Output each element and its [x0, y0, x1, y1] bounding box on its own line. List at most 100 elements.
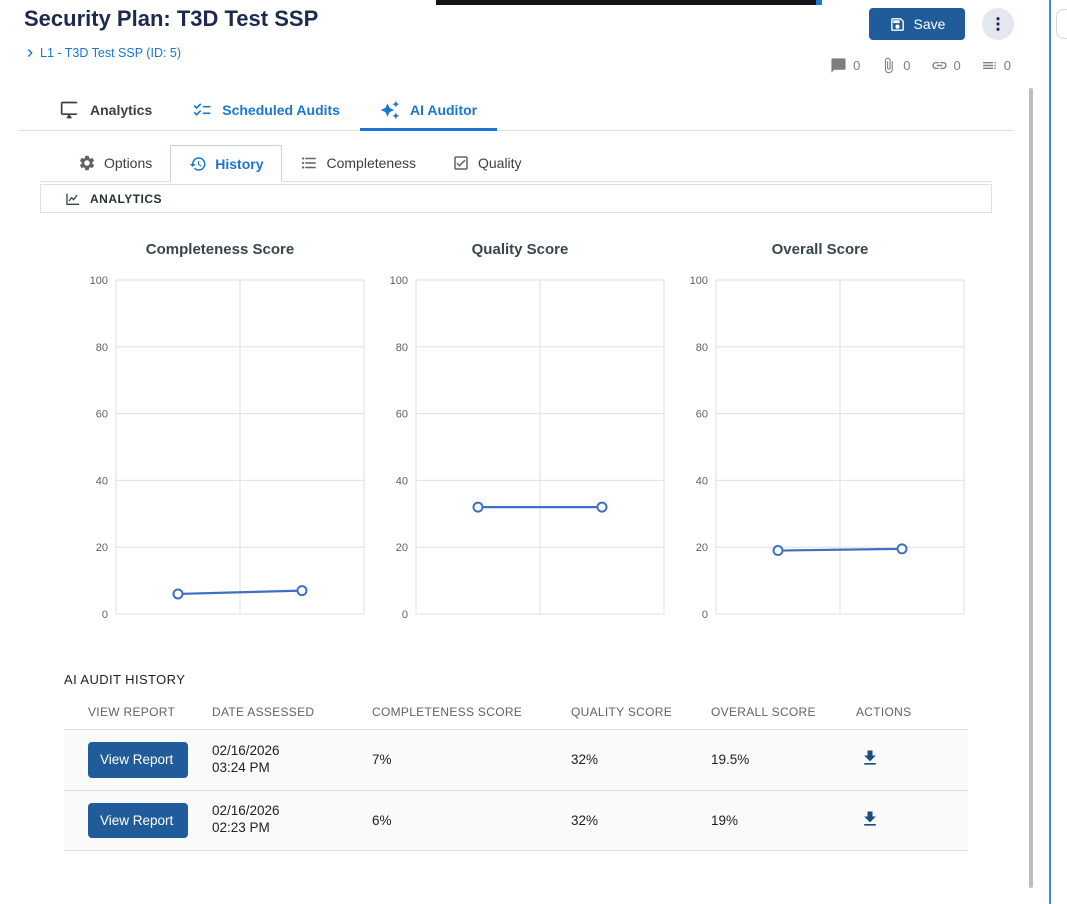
svg-text:20: 20: [696, 542, 708, 554]
right-edge-divider: [1049, 0, 1051, 904]
list-icon: [300, 154, 318, 172]
col-date-assessed: DATE ASSESSED: [212, 695, 372, 730]
completeness-score-cell: 6%: [372, 790, 571, 852]
comment-icon: [830, 57, 847, 74]
download-report-button[interactable]: [856, 744, 884, 775]
gear-icon: [78, 154, 96, 172]
tasks-counter[interactable]: 0: [981, 57, 1011, 74]
page-title: Security Plan: T3D Test SSP: [24, 6, 319, 31]
tab-history[interactable]: History: [170, 145, 283, 182]
top-black-bar: [436, 0, 816, 5]
svg-text:0: 0: [702, 609, 708, 621]
svg-text:40: 40: [96, 475, 108, 487]
link-icon: [931, 57, 948, 74]
sparkles-icon: [380, 100, 400, 120]
actions-cell: [856, 790, 968, 852]
comments-count: 0: [853, 58, 861, 73]
actions-cell: [856, 729, 968, 791]
date-assessed-cell: 02/16/2026 03:24 PM: [212, 729, 372, 791]
top-bar-accent: [816, 0, 822, 5]
date-value: 02/16/2026: [212, 803, 280, 819]
list-icon: [981, 57, 998, 74]
attachments-count: 0: [903, 58, 911, 73]
audit-history-section-label: AI AUDIT HISTORY: [64, 672, 186, 687]
time-value: 03:24 PM: [212, 759, 270, 775]
svg-text:100: 100: [690, 275, 708, 287]
vertical-scrollbar[interactable]: [1029, 88, 1033, 888]
svg-text:0: 0: [102, 609, 108, 621]
line-chart-icon: [65, 191, 81, 207]
right-panel-stub[interactable]: [1056, 9, 1067, 39]
tab-label: Scheduled Audits: [222, 101, 340, 118]
svg-text:60: 60: [96, 409, 108, 421]
secondary-tab-bar: Options History Completeness Quality: [40, 145, 992, 182]
col-quality-score: QUALITY SCORE: [571, 695, 711, 730]
save-icon: [889, 16, 906, 33]
chevron-right-icon: [22, 45, 38, 61]
col-view-report: VIEW REPORT: [64, 695, 212, 730]
attachment-icon: [880, 57, 897, 74]
charts-row: Completeness Score 0 20 40 60 80 100 Quality …: [40, 241, 992, 622]
history-icon: [189, 155, 207, 173]
date-value: 02/16/2026: [212, 742, 280, 758]
overall-score-cell: 19%: [711, 790, 856, 852]
tab-label: History: [215, 155, 264, 172]
chart-overall: Overall Score 0 20 40 60 80 100: [670, 241, 970, 622]
breadcrumb[interactable]: L1 - T3D Test SSP (ID: 5): [22, 45, 181, 61]
svg-text:40: 40: [696, 475, 708, 487]
table-row: View Report 02/16/2026 02:23 PM 6% 32% 1…: [64, 790, 968, 852]
more-options-button[interactable]: [982, 8, 1014, 40]
tab-quality[interactable]: Quality: [434, 145, 540, 181]
completeness-line-chart: 0 20 40 60 80 100: [70, 270, 370, 622]
meta-counters: 0 0 0 0: [830, 57, 1011, 74]
attachments-counter[interactable]: 0: [880, 57, 911, 74]
tab-options[interactable]: Options: [60, 145, 170, 181]
save-button[interactable]: Save: [869, 8, 965, 40]
svg-text:80: 80: [96, 342, 108, 354]
svg-text:100: 100: [390, 275, 408, 287]
chart-title: Quality Score: [471, 241, 569, 258]
quality-score-cell: 32%: [571, 729, 711, 791]
quality-line-chart: 0 20 40 60 80 100: [370, 270, 670, 622]
svg-text:80: 80: [396, 342, 408, 354]
svg-text:60: 60: [396, 409, 408, 421]
tab-scheduled-audits[interactable]: Scheduled Audits: [172, 89, 360, 130]
svg-text:20: 20: [396, 542, 408, 554]
table-row: View Report 02/16/2026 03:24 PM 7% 32% 1…: [64, 729, 968, 791]
svg-text:20: 20: [96, 542, 108, 554]
col-overall-score: OVERALL SCORE: [711, 695, 856, 730]
links-counter[interactable]: 0: [931, 57, 961, 74]
col-completeness-score: COMPLETENESS SCORE: [372, 695, 571, 730]
table-header-row: VIEW REPORT DATE ASSESSED COMPLETENESS S…: [64, 695, 968, 730]
svg-text:40: 40: [396, 475, 408, 487]
download-report-button[interactable]: [856, 805, 884, 836]
tab-label: Options: [104, 155, 153, 171]
comments-counter[interactable]: 0: [830, 57, 860, 74]
links-count: 0: [953, 58, 961, 73]
tab-label: Analytics: [90, 101, 153, 118]
monitor-icon: [60, 100, 80, 120]
overall-score-cell: 19.5%: [711, 729, 856, 791]
tab-label: Quality: [477, 155, 522, 171]
completeness-score-cell: 7%: [372, 729, 571, 791]
breadcrumb-label: L1 - T3D Test SSP (ID: 5): [40, 46, 182, 60]
tab-completeness[interactable]: Completeness: [282, 145, 434, 181]
view-report-button[interactable]: View Report: [88, 802, 188, 839]
analytics-section-label: ANALYTICS: [90, 191, 163, 206]
chart-title: Overall Score: [771, 241, 869, 258]
overall-line-chart: 0 20 40 60 80 100: [670, 270, 970, 622]
tab-analytics[interactable]: Analytics: [40, 89, 172, 130]
view-report-cell: View Report: [64, 790, 212, 852]
tab-ai-auditor[interactable]: AI Auditor: [359, 89, 498, 131]
analytics-section-header[interactable]: ANALYTICS: [40, 184, 992, 213]
view-report-button[interactable]: View Report: [88, 742, 188, 778]
tab-label: Completeness: [326, 155, 416, 171]
svg-text:100: 100: [90, 275, 108, 287]
primary-tab-bar: Analytics Scheduled Audits AI Auditor: [18, 89, 1014, 131]
tab-label: AI Auditor: [409, 101, 478, 118]
ai-auditor-panel: Options History Completeness Quality: [18, 140, 1014, 852]
col-actions: ACTIONS: [856, 695, 968, 730]
date-assessed-cell: 02/16/2026 02:23 PM: [212, 790, 372, 852]
quality-score-cell: 32%: [571, 790, 711, 852]
